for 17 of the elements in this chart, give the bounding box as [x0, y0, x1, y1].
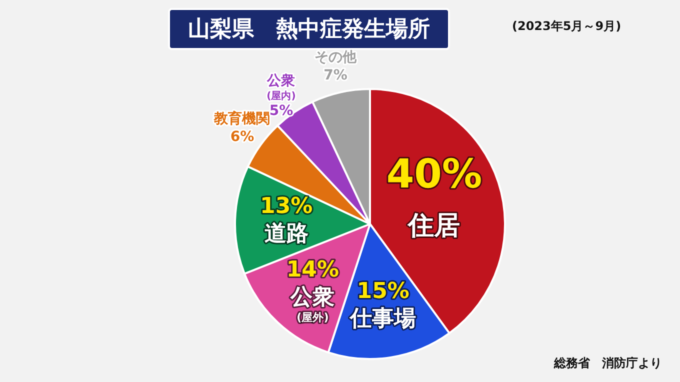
text: 総務省 消防庁より	[554, 355, 662, 372]
slice-label: その他	[314, 49, 358, 66]
data-label: 13%	[260, 194, 313, 219]
text: (2023年5月～9月)	[512, 18, 622, 35]
data-label: 6%	[230, 128, 254, 145]
data-label: 5%	[269, 103, 294, 120]
slice-label: 公衆(屋内)	[266, 73, 296, 102]
slice-label: 公衆(屋外)	[290, 284, 335, 324]
slice-label: 仕事場	[349, 306, 416, 332]
data-label: 40%	[386, 152, 482, 198]
data-label: 7%	[324, 67, 348, 84]
data-label: 14%	[286, 257, 340, 282]
chart-title: 山梨県 熱中症発生場所	[168, 8, 450, 50]
data-label: 15%	[356, 279, 410, 304]
slice-label: 教育機関	[213, 110, 270, 127]
slice-label: 住居	[407, 210, 460, 241]
slice-label: 道路	[264, 221, 308, 246]
